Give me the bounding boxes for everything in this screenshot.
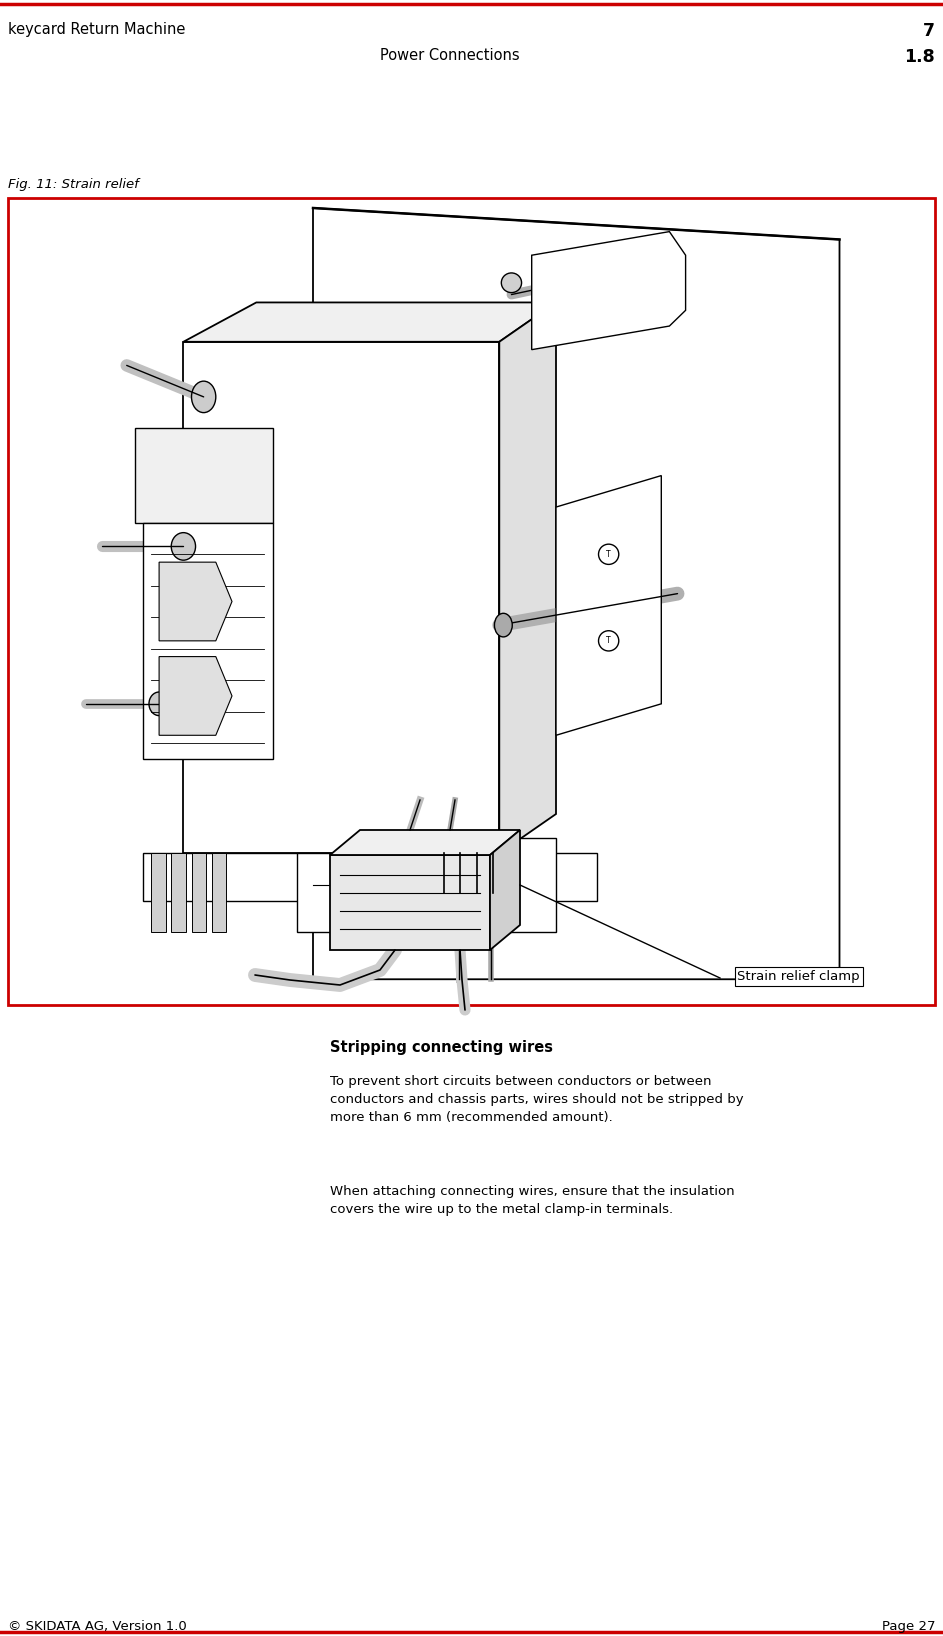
Polygon shape [426, 838, 556, 933]
Polygon shape [183, 342, 499, 854]
Circle shape [599, 631, 619, 651]
Text: Power Connections: Power Connections [380, 47, 520, 64]
Text: T: T [606, 550, 611, 560]
Text: Fig. 11: Strain relief: Fig. 11: Strain relief [8, 178, 139, 191]
Ellipse shape [149, 692, 169, 715]
Text: When attaching connecting wires, ensure that the insulation
covers the wire up t: When attaching connecting wires, ensure … [330, 1184, 735, 1216]
Text: Strain relief clamp: Strain relief clamp [737, 970, 860, 983]
Bar [8, 198, 935, 1005]
Polygon shape [330, 856, 490, 951]
Ellipse shape [502, 273, 521, 293]
Circle shape [599, 545, 619, 564]
Text: Stripping connecting wires: Stripping connecting wires [330, 1040, 553, 1055]
Text: To prevent short circuits between conductors or between
conductors and chassis p: To prevent short circuits between conduc… [330, 1075, 744, 1124]
Text: 1.8: 1.8 [904, 47, 935, 65]
Polygon shape [135, 429, 273, 524]
Text: T: T [606, 636, 611, 645]
Polygon shape [556, 476, 661, 735]
Polygon shape [159, 563, 232, 641]
Text: © SKIDATA AG, Version 1.0: © SKIDATA AG, Version 1.0 [8, 1620, 187, 1633]
Polygon shape [172, 854, 186, 933]
Text: keycard Return Machine: keycard Return Machine [8, 21, 186, 38]
Polygon shape [151, 854, 166, 933]
Ellipse shape [172, 533, 195, 560]
Polygon shape [159, 656, 232, 735]
Polygon shape [297, 854, 394, 933]
Polygon shape [330, 829, 520, 856]
Polygon shape [212, 854, 226, 933]
Text: 7: 7 [923, 21, 935, 39]
Polygon shape [143, 854, 597, 900]
Polygon shape [183, 303, 556, 342]
Polygon shape [191, 854, 207, 933]
Polygon shape [143, 524, 273, 759]
Polygon shape [313, 208, 839, 980]
Text: Page 27: Page 27 [882, 1620, 935, 1633]
Polygon shape [490, 829, 520, 951]
Polygon shape [532, 232, 686, 350]
Ellipse shape [191, 381, 216, 412]
Polygon shape [499, 303, 556, 854]
Ellipse shape [494, 614, 512, 636]
